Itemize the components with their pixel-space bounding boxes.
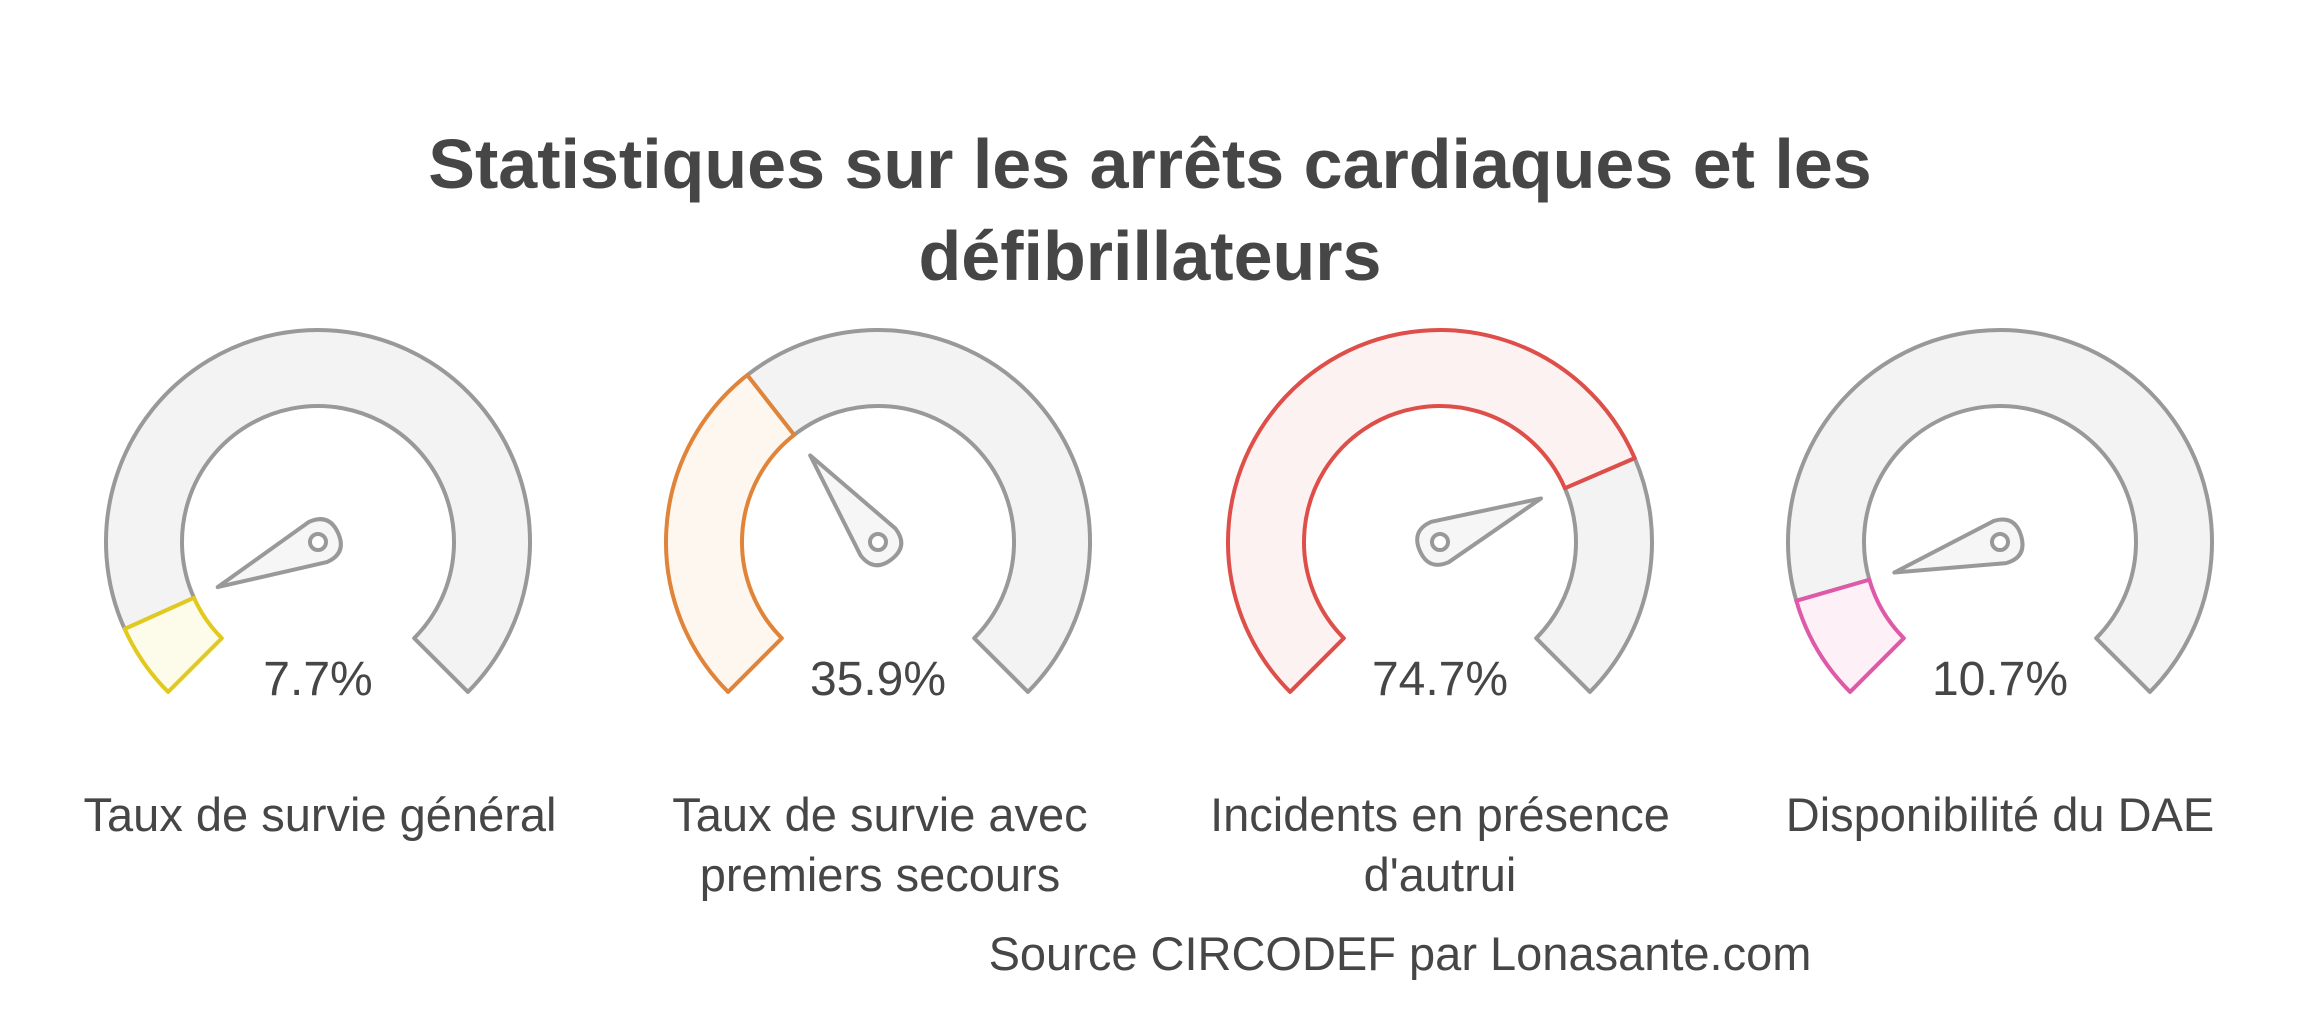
gauge-1-track (104, 328, 532, 694)
gauge-label-1: Taux de survie général (60, 785, 580, 845)
gauge-4-value-label: 10.7% (1932, 653, 2068, 706)
gauge-2-value-arc (663, 373, 797, 694)
gauge-1-hub (308, 532, 328, 552)
gauge-3: 74.7% (1226, 328, 1654, 706)
gauge-label-1-line-1: Taux de survie général (83, 788, 557, 841)
gauge-2-track (745, 328, 1093, 694)
gauge-2-needle (808, 453, 904, 568)
gauge-label-3-line-1: Incidents en présence (1210, 788, 1670, 841)
gauge-1-value-label: 7.7% (263, 653, 372, 706)
gauge-4-hub (1990, 532, 2010, 552)
gauge-2-value-label: 35.9% (810, 653, 946, 706)
gauge-4-needle (1892, 517, 2025, 575)
source-note: Source CIRCODEF par Lonasante.com (988, 927, 1812, 980)
gauge-3-needle (1415, 496, 1544, 567)
gauge-4-value-arc (1794, 577, 1906, 694)
chart-title: Statistiques sur les arrêts cardiaques e… (250, 118, 2050, 302)
gauge-4-track (1786, 328, 2214, 694)
gauge-3-hub (1430, 532, 1450, 552)
gauge-1-value-arc (122, 595, 224, 694)
gauge-1: 7.7% (104, 328, 532, 706)
gauge-label-2-line-2: premiers secours (699, 848, 1061, 901)
gauge-2: 35.9% (663, 328, 1093, 706)
gauge-label-3: Incidents en présence d'autrui (1180, 785, 1700, 905)
gauge-label-4-line-1: Disponibilité du DAE (1785, 788, 2215, 841)
chart-title-line-2: défibrillateurs (918, 217, 1382, 295)
gauge-label-3-line-2: d'autrui (1363, 848, 1517, 901)
gauge-3-track (1534, 456, 1654, 694)
gauge-3-value-label: 74.7% (1372, 653, 1508, 706)
gauge-label-2-line-1: Taux de survie avec (672, 788, 1088, 841)
gauge-label-2: Taux de survie avec premiers secours (620, 785, 1140, 905)
gauge-4: 10.7% (1786, 328, 2214, 706)
gauge-3-value-arc (1226, 328, 1637, 694)
gauge-label-4: Disponibilité du DAE (1740, 785, 2260, 845)
chart-title-line-1: Statistiques sur les arrêts cardiaques e… (428, 125, 1872, 203)
gauge-1-needle (215, 517, 343, 590)
gauge-2-hub (868, 532, 888, 552)
